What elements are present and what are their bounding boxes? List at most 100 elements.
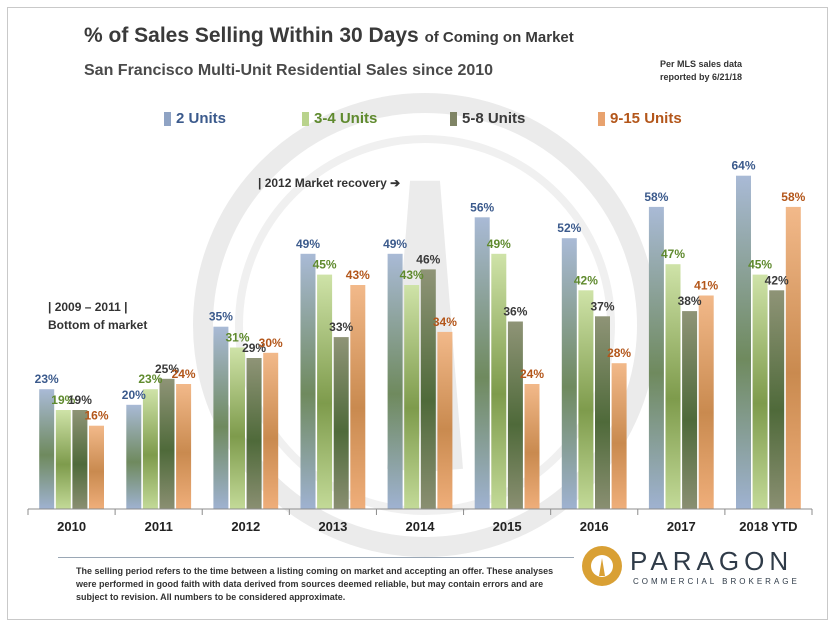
bar-3-4-units-2017 bbox=[665, 264, 681, 509]
source-line-1: Per MLS sales data bbox=[660, 59, 743, 69]
data-label-5-8-units: 25% bbox=[155, 362, 179, 376]
bar-3-4-units-2013 bbox=[317, 274, 333, 509]
bar-3-4-units-2015 bbox=[491, 253, 507, 509]
data-label-3-4-units: 45% bbox=[313, 258, 337, 272]
bar-9-15-units-2010 bbox=[89, 425, 104, 509]
brand-name: PARAGON bbox=[630, 546, 794, 576]
legend-swatch-2-units bbox=[164, 111, 171, 126]
legend-swatch-5-8-units bbox=[450, 111, 457, 126]
data-label-5-8-units: 33% bbox=[329, 320, 353, 334]
data-label-9-15-units: 16% bbox=[84, 409, 108, 423]
bar-5-8-units-2015 bbox=[507, 321, 523, 509]
footnote: The selling period refers to the time be… bbox=[76, 566, 554, 602]
brand-tagline: COMMERCIAL BROKERAGE bbox=[633, 577, 800, 586]
data-label-3-4-units: 45% bbox=[748, 258, 772, 272]
bar-2-units-2018-ytd bbox=[736, 175, 751, 509]
legend-item-2-units: 2 Units bbox=[164, 110, 226, 127]
data-label-3-4-units: 43% bbox=[400, 268, 424, 282]
bar-5-8-units-2018-ytd bbox=[769, 290, 785, 510]
bar-2-units-2016 bbox=[561, 238, 577, 509]
bar-9-15-units-2016 bbox=[611, 363, 627, 509]
legend-item-5-8-units: 5-8 Units bbox=[450, 110, 525, 127]
bar-5-8-units-2017 bbox=[682, 311, 698, 509]
x-tick-label: 2014 bbox=[406, 519, 436, 534]
data-label-9-15-units: 24% bbox=[520, 367, 544, 381]
footer-divider bbox=[58, 557, 574, 558]
data-label-2-units: 52% bbox=[557, 221, 581, 235]
data-label-9-15-units: 43% bbox=[346, 268, 370, 282]
annotation-bottom-line-2: Bottom of market bbox=[48, 318, 148, 332]
legend-swatch-9-15-units bbox=[598, 111, 605, 126]
chart-legend: 2 Units 3-4 Units 5-8 Units 9-15 Units bbox=[0, 110, 835, 132]
x-tick-label: 2015 bbox=[493, 519, 522, 534]
x-tick-label: 2016 bbox=[580, 519, 609, 534]
data-label-2-units: 35% bbox=[209, 310, 233, 324]
data-label-5-8-units: 29% bbox=[242, 341, 266, 355]
bar-2-units-2017 bbox=[648, 206, 664, 509]
data-label-5-8-units: 19% bbox=[68, 393, 92, 407]
data-label-3-4-units: 19% bbox=[51, 393, 75, 407]
bar-5-8-units-2014 bbox=[420, 269, 436, 509]
bar-5-8-units-2011 bbox=[159, 378, 175, 509]
bar-2-units-2012 bbox=[213, 326, 229, 509]
bar-5-8-units-2016 bbox=[595, 316, 610, 509]
data-label-2-units: 58% bbox=[644, 190, 668, 204]
x-tick-label: 2010 bbox=[57, 519, 86, 534]
legend-label-2-units: 2 Units bbox=[176, 110, 227, 127]
bar-9-15-units-2012 bbox=[263, 352, 279, 510]
data-label-5-8-units: 37% bbox=[590, 299, 614, 313]
data-label-2-units: 23% bbox=[35, 372, 59, 386]
x-tick-label: 2012 bbox=[231, 519, 260, 534]
bar-9-15-units-2014 bbox=[437, 331, 453, 509]
bar-3-4-units-2010 bbox=[55, 410, 71, 509]
x-tick-label: 2017 bbox=[667, 519, 696, 534]
data-label-3-4-units: 47% bbox=[661, 247, 685, 261]
data-label-9-15-units: 24% bbox=[172, 367, 196, 381]
data-label-5-8-units: 46% bbox=[416, 252, 440, 266]
bar-5-8-units-2012 bbox=[246, 358, 262, 509]
source-line-2: reported by 6/21/18 bbox=[660, 72, 743, 82]
bar-3-4-units-2012 bbox=[230, 347, 245, 509]
title-suffix: of Coming on Market bbox=[424, 29, 574, 46]
data-label-9-15-units: 28% bbox=[607, 346, 631, 360]
legend-label-3-4-units: 3-4 Units bbox=[314, 110, 378, 127]
data-label-2-units: 49% bbox=[296, 237, 320, 251]
chart-subtitle: San Francisco Multi-Unit Residential Sal… bbox=[84, 62, 494, 79]
bar-9-15-units-2015 bbox=[524, 384, 540, 509]
legend-item-3-4-units: 3-4 Units bbox=[302, 110, 377, 127]
data-label-3-4-units: 42% bbox=[574, 273, 598, 287]
chart-title: % of Sales Selling Within 30 Days of Com… bbox=[84, 24, 574, 48]
bar-9-15-units-2017 bbox=[698, 295, 714, 509]
bar-3-4-units-2014 bbox=[404, 285, 420, 509]
x-tick-label: 2013 bbox=[318, 519, 347, 534]
bar-2-units-2013 bbox=[300, 253, 316, 509]
bar-2-units-2011 bbox=[126, 404, 142, 509]
annotation-bottom-of-market: | 2009 – 2011 | Bottom of market bbox=[48, 298, 147, 334]
title-text: % of Sales Selling Within 30 Days bbox=[84, 24, 419, 47]
data-label-2-units: 56% bbox=[470, 200, 494, 214]
data-label-3-4-units: 31% bbox=[225, 331, 249, 345]
source-note: Per MLS sales data reported by 6/21/18 bbox=[660, 58, 810, 84]
data-label-5-8-units: 38% bbox=[678, 294, 702, 308]
bar-9-15-units-2011 bbox=[176, 384, 192, 509]
bar-2-units-2015 bbox=[474, 217, 490, 510]
data-label-5-8-units: 42% bbox=[765, 273, 789, 287]
bar-9-15-units-2018-ytd bbox=[785, 206, 801, 509]
bar-9-15-units-2013 bbox=[350, 285, 366, 509]
legend-swatch-3-4-units bbox=[302, 111, 309, 126]
bar-2-units-2010 bbox=[39, 389, 55, 509]
bar-5-8-units-2013 bbox=[333, 337, 349, 509]
bar-3-4-units-2016 bbox=[578, 290, 594, 510]
data-label-2-units: 64% bbox=[731, 159, 755, 173]
data-label-9-15-units: 41% bbox=[694, 279, 718, 293]
x-tick-label: 2011 bbox=[145, 519, 173, 534]
x-tick-label: 2018 YTD bbox=[739, 519, 797, 534]
data-label-9-15-units: 30% bbox=[259, 336, 283, 350]
legend-label-9-15-units: 9-15 Units bbox=[610, 110, 682, 127]
legend-label-5-8-units: 5-8 Units bbox=[462, 110, 526, 127]
data-label-3-4-units: 23% bbox=[138, 372, 162, 386]
legend-item-9-15-units: 9-15 Units bbox=[598, 110, 682, 127]
annotation-bottom-line-1: | 2009 – 2011 | bbox=[48, 300, 128, 314]
bar-5-8-units-2010 bbox=[72, 410, 88, 509]
